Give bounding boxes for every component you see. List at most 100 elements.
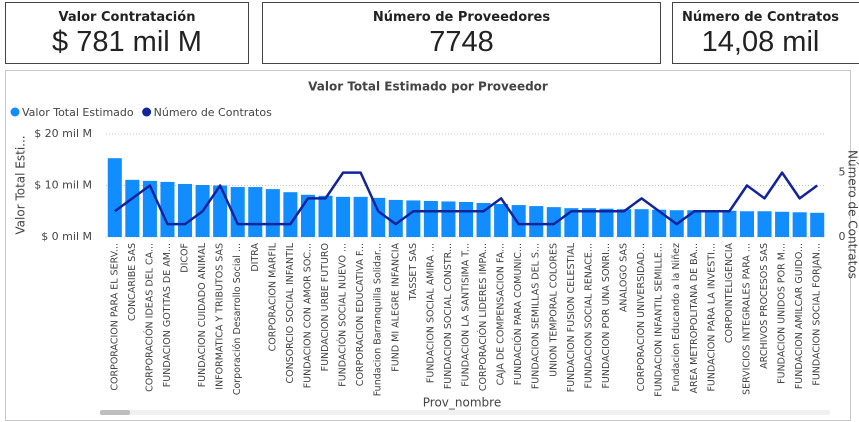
- x-tick-label: FUNDACION AMILCAR GUIDO...: [794, 243, 805, 389]
- bar: [792, 212, 807, 237]
- bar: [441, 201, 456, 237]
- bar: [739, 211, 754, 237]
- x-tick-label: DITRA: [250, 243, 261, 272]
- x-tick-label: ARCHIVOS PROCESOS SAS: [759, 243, 770, 369]
- legend-marker: [142, 107, 152, 117]
- bar: [546, 207, 561, 237]
- bar: [652, 209, 667, 237]
- scrollbar-thumb[interactable]: [100, 410, 130, 415]
- x-tick-label: Fundacion Educando a la Niñez: [671, 243, 682, 391]
- bar: [388, 199, 403, 237]
- x-tick-label: FUNDACION LA SANTISIMA T...: [461, 243, 472, 387]
- x-tick-label: DICOF: [180, 243, 191, 273]
- x-tick-label: AREA METROPOLITANA DE BA...: [689, 243, 700, 393]
- x-tick-label: FUNDACION GOTITAS DE AM...: [162, 243, 173, 387]
- bar: [687, 210, 702, 237]
- legend-label: Número de Contratos: [154, 106, 272, 119]
- bar: [810, 212, 825, 237]
- bar: [617, 209, 632, 237]
- x-axis-title: Prov_nombre: [423, 396, 501, 410]
- bar: [406, 200, 421, 237]
- x-tick-label: Corporación Desarrollo Social ...: [232, 243, 243, 395]
- bar: [458, 201, 474, 237]
- bar: [634, 209, 649, 237]
- bar: [178, 183, 193, 237]
- y2-axis-title: Número de Contratos: [846, 150, 859, 279]
- x-tick-label: ANALOGO SAS: [619, 243, 630, 312]
- bar: [160, 181, 175, 237]
- x-tick-label: FUNDACION SOCIAL FORJAN...: [812, 243, 823, 386]
- x-tick-label: FUND MI ALEGRE INFANCIA: [390, 243, 401, 372]
- line: [114, 171, 818, 226]
- x-tick-label: FUNDACION SOCIAL CONSTR...: [443, 243, 454, 389]
- card-title: Número de Proveedores: [372, 10, 551, 25]
- y-tick-label: $ 10 mil M: [34, 179, 92, 192]
- x-tick-label: FUNDACION SEMILLAS DEL S...: [531, 243, 542, 389]
- y2-tick-label: 0: [839, 230, 846, 243]
- x-tick-label: FUNDACION CUIDADO ANIMAL: [197, 242, 208, 387]
- bar: [581, 208, 596, 237]
- x-tick-label: FUNDACION SOCIAL AMIRA ...: [425, 243, 436, 383]
- x-tick-label: FUNDACION INFANTIL SEMILLE...: [654, 243, 665, 397]
- x-tick-label: CORPORACION PARA EL SERV...: [109, 243, 120, 391]
- x-tick-label: FUNDACION URBE FUTURO: [320, 243, 331, 371]
- bar: [757, 211, 772, 237]
- bar: [511, 205, 526, 237]
- panel: [5, 70, 851, 421]
- x-tick-label: CORPORACIÓN LIDERES IMPA...: [477, 243, 489, 391]
- chart-title: Valor Total Estimado por Proveedor: [308, 80, 548, 94]
- card-value: 14,08 mil: [701, 26, 820, 58]
- x-tick-label: TASSET SAS: [408, 243, 419, 301]
- card-title: Valor Contratación: [58, 10, 196, 25]
- bar: [318, 195, 333, 237]
- bar: [265, 189, 280, 237]
- bar: [775, 211, 790, 237]
- bar: [722, 210, 737, 237]
- bar: [494, 204, 509, 237]
- x-tick-label: FUNDACION FUSION CELESTIAL: [566, 242, 577, 392]
- kpi-card: Valor Contratación $ 781 mil M: [5, 2, 249, 64]
- y2-tick-label: 5: [839, 166, 846, 179]
- legend-marker: [10, 107, 20, 117]
- x-tick-label: CORPORACION MARFIL: [267, 242, 278, 351]
- bar: [300, 194, 315, 237]
- x-tick-label: CONSORCIO SOCIAL INFANTIL: [285, 242, 296, 383]
- x-tick-label: Fundacion Barranquilla Solidar...: [373, 243, 384, 396]
- bar: [529, 206, 544, 237]
- bar: [213, 185, 228, 237]
- y-tick-label: $ 0 mil M: [41, 230, 92, 243]
- y-tick-label: $ 20 mil M: [34, 127, 92, 140]
- x-tick-label: UNION TEMPORAL COLORES: [548, 243, 559, 377]
- x-tick-label: FUNDACION CON AMOR SOC...: [302, 243, 313, 388]
- bar: [107, 158, 122, 237]
- bar: [125, 179, 140, 237]
- x-tick-label: SERVICIOS INTEGRALES PARA ...: [741, 243, 752, 395]
- x-tick-label: INFORMATICA Y TRIBUTOS SAS: [215, 243, 226, 390]
- x-tick-label: CORPORACIÓN IDEAS DEL CA...: [143, 243, 155, 392]
- scrollbar[interactable]: [100, 410, 830, 415]
- bar: [353, 196, 368, 237]
- y-axis-title: Valor Total Esti...: [14, 135, 28, 234]
- card-title: Número de Contratos: [681, 10, 840, 25]
- kpi-card: Número de Proveedores 7748: [262, 2, 661, 64]
- x-tick-label: FUNDACION SOCIAL RENACE...: [583, 243, 594, 389]
- bar: [599, 208, 614, 237]
- x-tick-label: FUNDACION POR UNA SONRI...: [601, 243, 612, 389]
- bar: [423, 200, 438, 237]
- bar: [248, 187, 263, 237]
- x-tick-label: FUNDACIÓN PARA COMUNIC...: [512, 243, 524, 385]
- bar: [336, 196, 351, 237]
- x-tick-label: CORPOINTELIGENCIA: [724, 243, 735, 344]
- x-tick-label: FUNDACION UNIDOS POR M...: [777, 243, 788, 384]
- bar: [283, 192, 298, 237]
- bar: [704, 210, 719, 237]
- x-tick-label: FUNDACION PARA LA INVESTI...: [706, 243, 717, 392]
- x-tick-label: CORPORACION EDUCATIVA F...: [355, 243, 366, 386]
- x-tick-label: CONCARIBE SAS: [127, 243, 138, 321]
- bar: [371, 197, 386, 237]
- x-tick-label: CORPORACION UNIVERSIDAD...: [636, 243, 647, 391]
- card-value: $ 781 mil M: [52, 26, 202, 58]
- x-tick-label: CAJA DE COMPENSACION FA...: [496, 243, 507, 385]
